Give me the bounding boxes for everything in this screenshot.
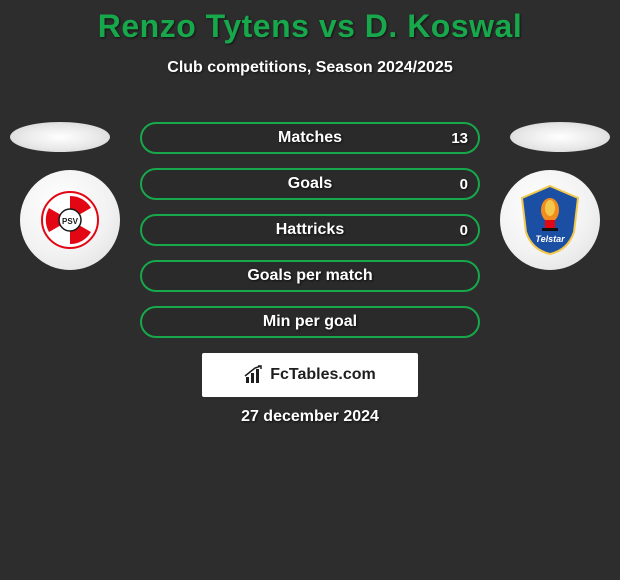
- stat-row-goals-per-match: Goals per match: [140, 260, 480, 292]
- stat-row-matches: Matches 13: [140, 122, 480, 154]
- club-badge-right: Telstar: [500, 170, 600, 270]
- player-portrait-left: [10, 122, 110, 152]
- club-badge-left: PSV: [20, 170, 120, 270]
- player-portrait-right: [510, 122, 610, 152]
- stat-row-goals: Goals 0: [140, 168, 480, 200]
- stat-right-value: 0: [460, 176, 468, 193]
- comparison-date: 27 december 2024: [0, 408, 620, 426]
- stat-label: Hattricks: [276, 221, 344, 239]
- brand-attribution: FcTables.com: [202, 353, 418, 397]
- comparison-subtitle: Club competitions, Season 2024/2025: [0, 59, 620, 77]
- brand-text: FcTables.com: [270, 366, 376, 384]
- stat-label: Matches: [278, 129, 342, 147]
- stat-label: Goals per match: [247, 267, 372, 285]
- psv-logo-icon: PSV: [40, 190, 100, 250]
- svg-text:Telstar: Telstar: [535, 234, 565, 244]
- stat-row-hattricks: Hattricks 0: [140, 214, 480, 246]
- stat-label: Min per goal: [263, 313, 357, 331]
- telstar-logo-icon: Telstar: [518, 184, 582, 256]
- stat-label: Goals: [288, 175, 332, 193]
- stats-table: Matches 13 Goals 0 Hattricks 0 Goals per…: [140, 122, 480, 352]
- stat-right-value: 0: [460, 222, 468, 239]
- stat-right-value: 13: [451, 130, 468, 147]
- chart-icon: [244, 365, 266, 385]
- stat-row-min-per-goal: Min per goal: [140, 306, 480, 338]
- comparison-title: Renzo Tytens vs D. Koswal: [0, 0, 620, 45]
- svg-text:PSV: PSV: [62, 217, 79, 226]
